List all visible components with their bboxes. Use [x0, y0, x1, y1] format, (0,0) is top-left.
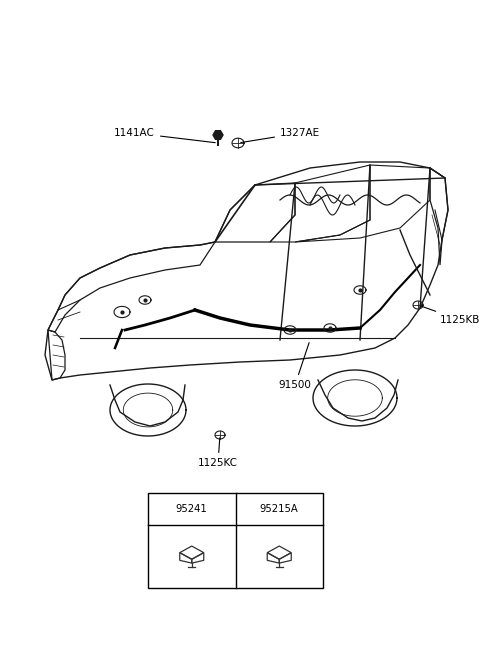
Text: 1327AE: 1327AE	[241, 128, 320, 143]
Text: 95215A: 95215A	[260, 504, 299, 514]
Text: 1125KC: 1125KC	[198, 438, 238, 468]
Bar	[148, 493, 323, 588]
Text: 95241: 95241	[176, 504, 208, 514]
Text: 1141AC: 1141AC	[114, 128, 215, 143]
Text: 91500: 91500	[278, 343, 312, 390]
Polygon shape	[213, 130, 223, 140]
Text: 1125KB: 1125KB	[420, 306, 480, 325]
